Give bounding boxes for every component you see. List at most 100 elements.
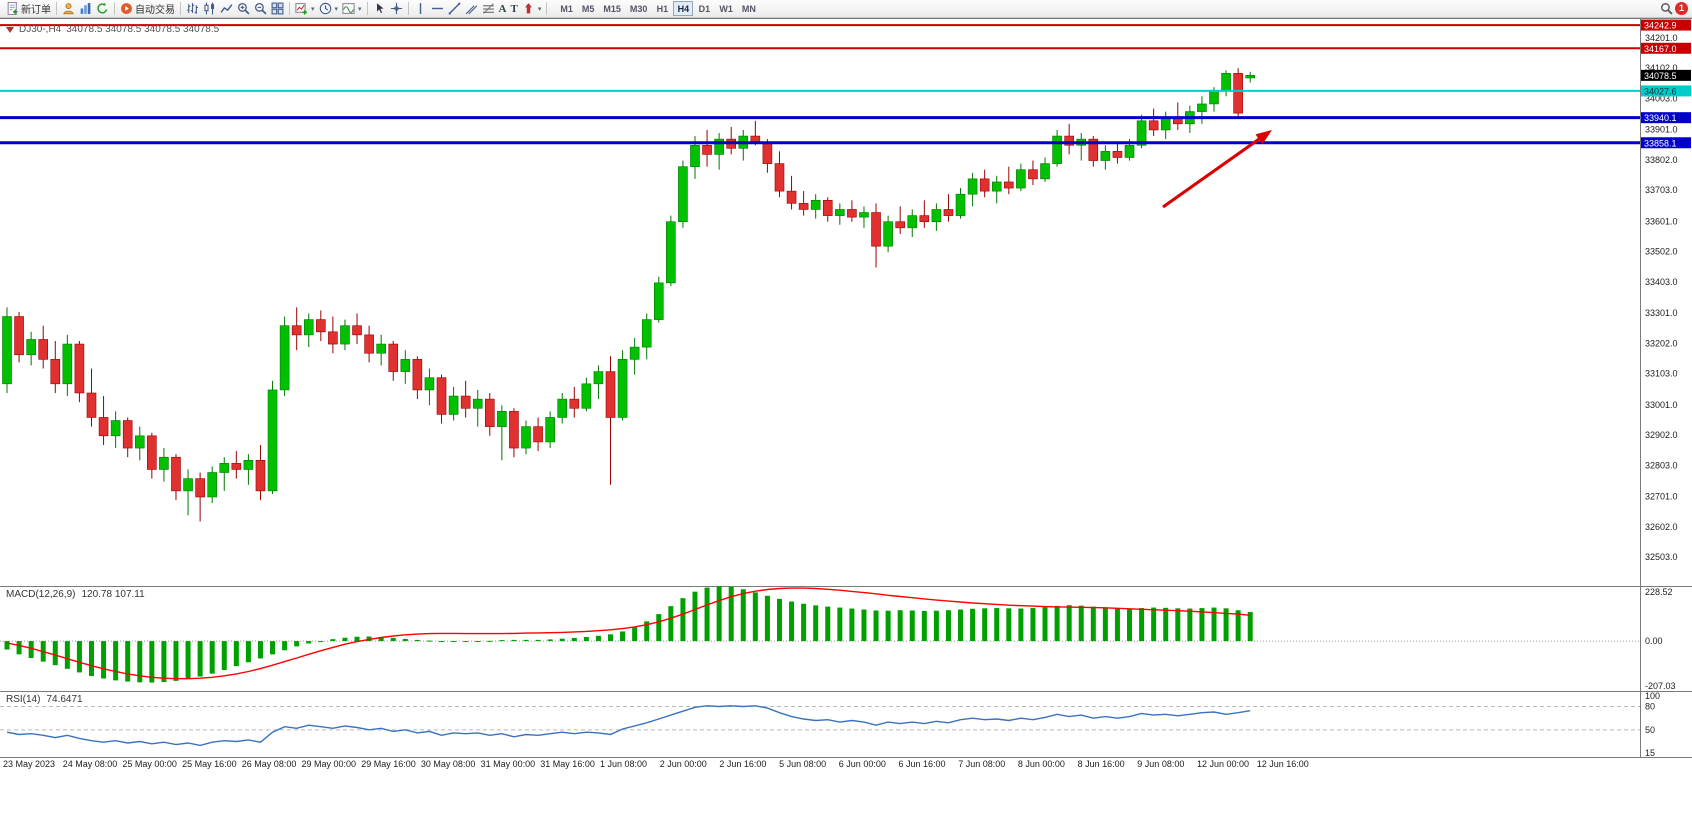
svg-text:33858.1: 33858.1 [1644, 138, 1677, 148]
svg-text:31 May 00:00: 31 May 00:00 [481, 759, 536, 769]
svg-text:34242.9: 34242.9 [1644, 21, 1677, 31]
profiles-button[interactable] [60, 1, 77, 17]
svg-text:32503.0: 32503.0 [1645, 552, 1678, 562]
svg-text:1 Jun 08:00: 1 Jun 08:00 [600, 759, 647, 769]
svg-text:34167.0: 34167.0 [1644, 44, 1677, 54]
svg-text:80: 80 [1645, 702, 1655, 712]
svg-text:23 May 2023: 23 May 2023 [3, 759, 55, 769]
notification-badge[interactable]: 1 [1675, 2, 1688, 15]
channel-tool-button[interactable] [463, 1, 480, 17]
svg-text:0.00: 0.00 [1645, 636, 1663, 646]
svg-text:-207.03: -207.03 [1645, 681, 1676, 691]
svg-text:100: 100 [1645, 691, 1660, 701]
svg-text:12 Jun 00:00: 12 Jun 00:00 [1197, 759, 1249, 769]
caret-down-icon: ▾ [537, 5, 542, 13]
caret-down-icon: ▾ [334, 5, 339, 13]
new-order-icon [7, 2, 18, 15]
toolbar-separator [366, 2, 368, 15]
svg-text:29 May 00:00: 29 May 00:00 [302, 759, 357, 769]
svg-text:228.52: 228.52 [1645, 587, 1673, 597]
pane-separators [0, 18, 1692, 758]
candlestick-icon [204, 2, 215, 15]
toolbar-separator [289, 2, 290, 15]
zoom-in-button[interactable] [235, 1, 252, 17]
tile-windows-button[interactable] [269, 1, 286, 17]
svg-text:32902.0: 32902.0 [1645, 430, 1678, 440]
autotrading-label: 自动交易 [135, 5, 175, 16]
periods-button[interactable]: ▾ [317, 1, 341, 17]
timeframe-toolbar: M1 M5 M15 M30 H1 H4 D1 W1 MN [556, 1, 760, 16]
svg-text:34102.0: 34102.0 [1645, 63, 1678, 73]
price-axis: 34201.0 34102.0 34003.0 33901.0 33802.0 33703… [1640, 18, 1691, 758]
macd-pane [0, 586, 1640, 683]
vertical-line-icon [419, 3, 421, 14]
timeframe-d1-button[interactable]: D1 [694, 1, 714, 16]
fibonacci-tool-button[interactable] [480, 1, 497, 17]
vertical-line-tool-button[interactable] [412, 1, 429, 17]
svg-text:8 Jun 16:00: 8 Jun 16:00 [1078, 759, 1125, 769]
svg-text:33940.1: 33940.1 [1644, 113, 1677, 123]
label-tool-button[interactable]: T [509, 1, 520, 17]
svg-text:29 May 16:00: 29 May 16:00 [361, 759, 416, 769]
cursor-icon [376, 2, 385, 14]
fibonacci-icon [482, 3, 494, 14]
line-chart-icon [220, 4, 233, 13]
time-axis: 23 May 2023 24 May 08:00 25 May 00:00 25 Ma… [3, 759, 1309, 769]
arrows-tool-button[interactable]: ▾ [520, 1, 544, 17]
crosshair-button[interactable] [388, 1, 405, 17]
text-tool-icon: A [498, 2, 507, 15]
caret-down-icon: ▾ [311, 5, 315, 13]
timeframe-m30-button[interactable]: M30 [626, 1, 652, 16]
market-watch-button[interactable] [77, 1, 94, 17]
autotrading-icon [121, 3, 132, 14]
svg-text:33901.0: 33901.0 [1645, 125, 1678, 135]
chart-window: 34201.0 34102.0 34003.0 33901.0 33802.0 33703… [0, 18, 1692, 836]
search-button[interactable] [1658, 1, 1675, 17]
rsi-pane [0, 705, 1640, 747]
trendline-tool-button[interactable] [446, 1, 463, 17]
trendline-icon [448, 2, 460, 15]
svg-text:15: 15 [1645, 748, 1655, 758]
text-tool-button[interactable]: A [497, 1, 509, 17]
chart-canvas[interactable]: 34201.0 34102.0 34003.0 33901.0 33802.0 33703… [0, 18, 1692, 836]
zoom-in-icon [237, 2, 250, 15]
template-icon [342, 3, 355, 14]
new-order-button[interactable]: 新订单 [4, 1, 53, 17]
market-watch-icon [80, 3, 91, 14]
indicators-button[interactable]: ▾ [293, 1, 317, 17]
profile-icon [63, 3, 74, 15]
cursor-button[interactable] [371, 1, 388, 17]
timeframe-m1-button[interactable]: M1 [556, 1, 577, 16]
horizontal-line-tool-button[interactable] [429, 1, 446, 17]
toolbar-separator [56, 2, 57, 15]
svg-text:34027.6: 34027.6 [1644, 86, 1677, 96]
svg-text:2 Jun 00:00: 2 Jun 00:00 [660, 759, 707, 769]
svg-text:25 May 00:00: 25 May 00:00 [122, 759, 177, 769]
timeframe-m15-button[interactable]: M15 [599, 1, 625, 16]
symbol-name: DJ30-,H4 [19, 24, 62, 35]
timeframe-m5-button[interactable]: M5 [578, 1, 599, 16]
timeframe-h4-button[interactable]: H4 [673, 1, 694, 16]
svg-text:7 Jun 08:00: 7 Jun 08:00 [958, 759, 1005, 769]
timeframe-mn-button[interactable]: MN [738, 1, 760, 16]
zoom-out-button[interactable] [252, 1, 269, 17]
bar-chart-button[interactable] [184, 1, 201, 17]
svg-text:6 Jun 16:00: 6 Jun 16:00 [899, 759, 946, 769]
autotrading-button[interactable]: 自动交易 [118, 1, 177, 17]
candlestick-chart-button[interactable] [201, 1, 218, 17]
timeframe-w1-button[interactable]: W1 [715, 1, 737, 16]
zoom-out-icon [254, 2, 267, 15]
refresh-button[interactable] [94, 1, 111, 17]
svg-text:26 May 08:00: 26 May 08:00 [242, 759, 297, 769]
svg-text:31 May 16:00: 31 May 16:00 [540, 759, 595, 769]
macd-indicator-label: MACD(12,26,9) 120.78 107.11 [6, 589, 145, 600]
arrow-annotation [1162, 130, 1272, 209]
line-chart-button[interactable] [218, 1, 235, 17]
crosshair-icon [390, 2, 402, 15]
svg-text:33403.0: 33403.0 [1645, 277, 1678, 287]
bar-chart-icon [187, 3, 198, 14]
svg-text:33601.0: 33601.0 [1645, 216, 1678, 226]
templates-button[interactable]: ▾ [340, 1, 364, 17]
toolbar-separator [546, 2, 548, 15]
timeframe-h1-button[interactable]: H1 [652, 1, 672, 16]
